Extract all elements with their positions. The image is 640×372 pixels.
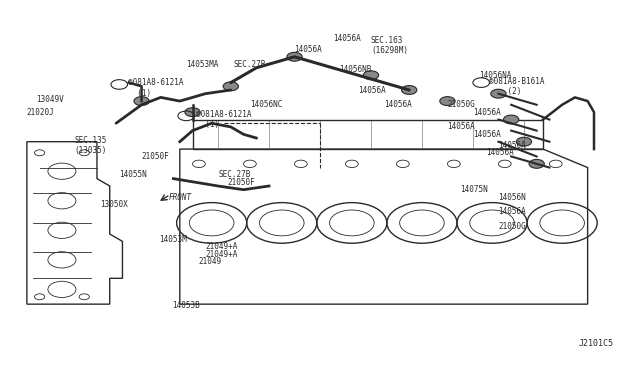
Text: 14056NA: 14056NA [479, 71, 512, 80]
Text: 21050G: 21050G [447, 100, 475, 109]
Circle shape [223, 82, 239, 91]
Text: 14056N: 14056N [499, 193, 526, 202]
Text: FRONT: FRONT [168, 193, 191, 202]
Text: 14056A: 14056A [473, 130, 500, 139]
Circle shape [529, 160, 544, 168]
Text: 13049V: 13049V [36, 95, 64, 104]
Circle shape [516, 137, 532, 146]
Circle shape [440, 97, 455, 106]
Circle shape [491, 89, 506, 98]
Circle shape [287, 52, 302, 61]
Text: 14056A: 14056A [384, 100, 412, 109]
Circle shape [185, 108, 200, 116]
Text: 14056A: 14056A [486, 148, 513, 157]
Text: SEC.27B: SEC.27B [218, 170, 250, 179]
Text: 14055N: 14055N [119, 170, 147, 179]
Text: SEC.27B: SEC.27B [234, 60, 266, 69]
Text: ®081A8-B161A
    (2): ®081A8-B161A (2) [489, 77, 545, 96]
Text: 14056NB: 14056NB [339, 65, 371, 74]
Text: 14056A: 14056A [499, 141, 526, 150]
Circle shape [134, 97, 149, 106]
Circle shape [364, 71, 379, 80]
Text: SEC.135
(13035): SEC.135 (13035) [75, 136, 107, 155]
Text: 14053M: 14053M [159, 235, 187, 244]
Text: 14056A: 14056A [358, 86, 386, 94]
Text: ®081A8-6121A
  (1): ®081A8-6121A (1) [196, 110, 252, 129]
Text: ®081A8-6121A
  (1): ®081A8-6121A (1) [127, 78, 183, 98]
Text: J2101C5: J2101C5 [578, 340, 613, 349]
Text: 14056NC: 14056NC [250, 100, 282, 109]
Text: 14053B: 14053B [172, 301, 200, 311]
Text: 21050G: 21050G [499, 222, 526, 231]
Text: 21020J: 21020J [27, 108, 54, 117]
Text: 21050F: 21050F [228, 178, 255, 187]
Text: 14056A: 14056A [333, 34, 360, 43]
Text: 21049+A: 21049+A [205, 243, 237, 251]
Text: 14056A: 14056A [294, 45, 323, 54]
Text: 13050X: 13050X [100, 200, 128, 209]
Circle shape [504, 115, 519, 124]
Text: 14056A: 14056A [447, 122, 475, 131]
Text: 14056A: 14056A [499, 207, 526, 217]
Text: 14075N: 14075N [460, 185, 488, 194]
Text: 14053MA: 14053MA [186, 60, 218, 69]
Text: 21049: 21049 [199, 257, 222, 266]
Text: SEC.163
(16298M): SEC.163 (16298M) [371, 36, 408, 55]
Text: 14056A: 14056A [473, 108, 500, 117]
Text: 21050F: 21050F [141, 152, 170, 161]
Circle shape [401, 86, 417, 94]
Text: 21049+A: 21049+A [205, 250, 237, 259]
